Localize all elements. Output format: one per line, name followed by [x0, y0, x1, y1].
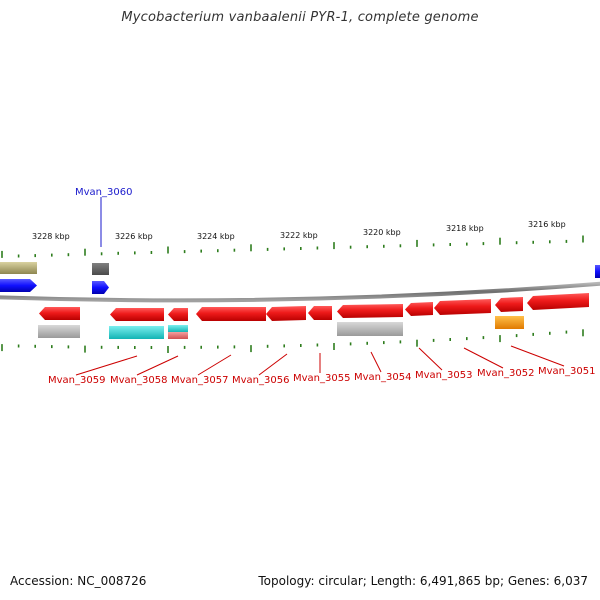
- lower-annotation-features: [38, 316, 524, 339]
- leader-line-Mvan_3054: [370, 351, 382, 373]
- scale-label-3222: 3222 kbp: [280, 231, 318, 240]
- leader-line-Mvan_3057: [197, 354, 232, 376]
- gene-label-Mvan_3052[interactable]: Mvan_3052: [477, 368, 534, 379]
- map-title: Mycobacterium vanbaalenii PYR-1, complet…: [121, 10, 479, 25]
- leader-line-Mvan_3056: [258, 353, 288, 376]
- feature-cyan-3057[interactable]: [168, 325, 188, 332]
- scale-label-3220: 3220 kbp: [363, 228, 401, 237]
- feature-pink-3057[interactable]: [168, 332, 188, 339]
- gene-Mvan_3051[interactable]: [527, 293, 589, 310]
- upper-tick-row: [1, 235, 584, 258]
- gene-label-Mvan_3051[interactable]: Mvan_3051: [538, 366, 595, 377]
- gene-label-Mvan_3054[interactable]: Mvan_3054: [354, 372, 411, 383]
- gene-label-Mvan_3058[interactable]: Mvan_3058: [110, 375, 167, 386]
- gene-label-Mvan_3057[interactable]: Mvan_3057: [171, 375, 228, 386]
- upper-strand-genes: [0, 262, 600, 294]
- gene-label-Mvan_3056[interactable]: Mvan_3056: [232, 375, 289, 386]
- leader-line-Mvan_3051: [510, 345, 565, 367]
- gene-Mvan_3058[interactable]: [110, 308, 164, 321]
- leader-line-Mvan_3059: [75, 355, 138, 376]
- gene-Mvan_3059[interactable]: [39, 307, 80, 320]
- gene-reverse-blue-3060[interactable]: [92, 281, 109, 294]
- leader-line-Mvan_3053: [418, 347, 443, 371]
- gene-reverse-blue-right-edge[interactable]: [595, 265, 600, 278]
- upper-gene-label-group: Mvan_3060: [75, 187, 132, 247]
- gene-Mvan_3052[interactable]: [495, 297, 523, 312]
- scale-label-3216: 3216 kbp: [528, 220, 566, 229]
- scale-labels: 3228 kbp 3226 kbp 3224 kbp 3222 kbp 3220…: [32, 220, 566, 241]
- leader-line-Mvan_3052: [463, 347, 504, 369]
- scale-label-3224: 3224 kbp: [197, 232, 235, 241]
- feature-gray-3054[interactable]: [337, 322, 403, 336]
- feature-gray-3059[interactable]: [38, 325, 80, 338]
- lower-gene-label-group: Mvan_3059 Mvan_3058 Mvan_3057 Mvan_3056 …: [48, 345, 595, 386]
- gene-label-Mvan_3060[interactable]: Mvan_3060: [75, 187, 132, 198]
- lower-strand-genes: [39, 293, 589, 321]
- genome-backbone: [0, 281, 600, 303]
- gene-Mvan_3055[interactable]: [308, 306, 332, 320]
- gene-dark-gray-upper[interactable]: [92, 263, 109, 275]
- accession-text: Accession: NC_008726: [10, 574, 147, 588]
- scale-label-3228: 3228 kbp: [32, 232, 70, 241]
- topology-text: Topology: circular; Length: 6,491,865 bp…: [258, 574, 588, 588]
- lower-tick-row: [1, 329, 584, 353]
- gene-reverse-blue-left[interactable]: [0, 279, 37, 292]
- scale-label-3218: 3218 kbp: [446, 224, 484, 233]
- gene-label-Mvan_3059[interactable]: Mvan_3059: [48, 375, 105, 386]
- gene-Mvan_3054[interactable]: [337, 304, 403, 318]
- gene-olive-upper[interactable]: [0, 262, 37, 274]
- gene-Mvan_3057[interactable]: [168, 308, 188, 321]
- gene-Mvan_3053[interactable]: [405, 302, 433, 316]
- gene-label-Mvan_3055[interactable]: Mvan_3055: [293, 373, 350, 384]
- feature-orange-3052[interactable]: [495, 316, 524, 329]
- gene-Mvan_3056b[interactable]: [266, 306, 306, 321]
- gene-Mvan_3056[interactable]: [196, 307, 266, 321]
- gene-Mvan_3053b[interactable]: [434, 299, 491, 315]
- gene-label-Mvan_3053[interactable]: Mvan_3053: [415, 370, 472, 381]
- leader-line-Mvan_3058: [136, 355, 179, 376]
- feature-cyan-3058[interactable]: [109, 326, 164, 339]
- scale-label-3226: 3226 kbp: [115, 232, 153, 241]
